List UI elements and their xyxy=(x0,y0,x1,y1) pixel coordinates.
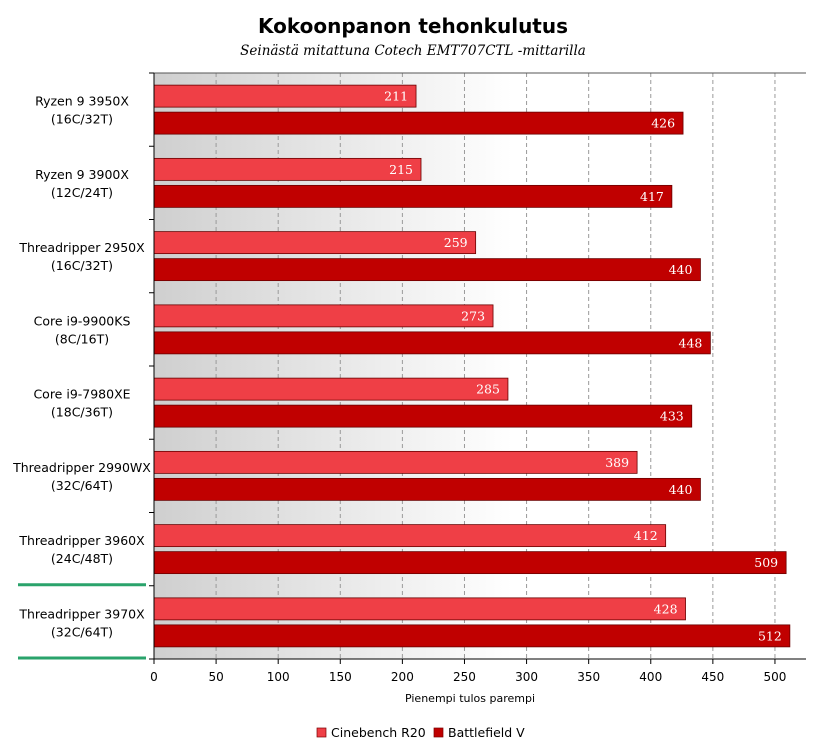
category-label-line: Ryzen 9 3950X xyxy=(35,94,129,109)
bar-battlefield-7 xyxy=(153,624,791,648)
category-label-line: Core i9-9900KS xyxy=(34,313,131,328)
bar-cinebench-2 xyxy=(153,231,477,255)
category-label-line: (32C/64T) xyxy=(51,624,113,639)
bar-battlefield-6 xyxy=(153,551,787,575)
x-tick-label-500: 500 xyxy=(763,670,786,684)
category-label-line: Threadripper 2990WX xyxy=(12,460,151,475)
category-label-line: (12C/24T) xyxy=(51,185,113,200)
bar-value-label: 440 xyxy=(669,262,693,277)
bar-value-label: 440 xyxy=(669,482,693,497)
category-label-line: Core i9-7980XE xyxy=(33,387,130,402)
category-label-line: (8C/16T) xyxy=(55,331,109,346)
bar-cinebench-3 xyxy=(153,304,494,328)
bar-value-label: 509 xyxy=(754,555,778,570)
category-label-line: (24C/48T) xyxy=(51,551,113,566)
bar-value-label: 215 xyxy=(389,162,413,177)
bar-value-label: 211 xyxy=(384,89,408,104)
legend: Cinebench R20 Battlefield V xyxy=(316,725,525,740)
category-label-line: Ryzen 9 3900X xyxy=(35,167,129,182)
bar-value-label: 417 xyxy=(640,189,664,204)
bar-cinebench-5 xyxy=(153,450,638,474)
x-tick-label-150: 150 xyxy=(329,670,352,684)
bar-battlefield-2 xyxy=(153,258,701,282)
bar-value-label: 426 xyxy=(651,116,675,131)
legend-swatch-cinebench xyxy=(316,727,327,738)
bar-battlefield-3 xyxy=(153,331,711,355)
axes: 0 50 100 150 200 250 300 350 400 450 500 xyxy=(149,72,806,684)
x-axis-label: Pienempi tulos parempi xyxy=(405,692,535,705)
chart-title: Kokoonpanon tehonkulutus xyxy=(258,14,568,38)
legend-label-cinebench: Cinebench R20 xyxy=(331,725,426,740)
bar-value-label: 412 xyxy=(634,528,658,543)
category-label-line: (18C/36T) xyxy=(51,405,113,420)
category-label-line: Threadripper 3970X xyxy=(18,606,145,621)
bar-value-label: 259 xyxy=(444,235,468,250)
legend-swatch-battlefield xyxy=(433,727,444,738)
x-tick-label-300: 300 xyxy=(515,670,538,684)
category-label-line: (16C/32T) xyxy=(51,112,113,127)
x-tick-label-200: 200 xyxy=(391,670,414,684)
category-label-line: Threadripper 2950X xyxy=(18,240,145,255)
category-label-line: (32C/64T) xyxy=(51,478,113,493)
bar-battlefield-5 xyxy=(153,477,701,501)
bar-value-label: 285 xyxy=(476,382,500,397)
x-tick-label-400: 400 xyxy=(639,670,662,684)
x-tick-label-350: 350 xyxy=(577,670,600,684)
category-labels: Ryzen 9 3950X (16C/32T) Ryzen 9 3900X (12C/… xyxy=(12,94,151,660)
bar-battlefield-4 xyxy=(153,404,693,428)
bars: 211 426 215 417 259 440 273 448 285 433 389 440 412 5… xyxy=(153,84,791,648)
bar-value-label: 433 xyxy=(660,409,684,424)
x-tick-label-0: 0 xyxy=(150,670,158,684)
legend-label-battlefield: Battlefield V xyxy=(448,725,525,740)
bar-battlefield-1 xyxy=(153,184,673,208)
bar-value-label: 448 xyxy=(679,335,703,350)
bar-cinebench-7 xyxy=(153,597,686,621)
x-tick-label-50: 50 xyxy=(208,670,223,684)
bar-cinebench-4 xyxy=(153,377,509,401)
bar-cinebench-1 xyxy=(153,157,422,181)
bar-battlefield-0 xyxy=(153,111,684,135)
x-tick-label-250: 250 xyxy=(453,670,476,684)
x-tick-label-450: 450 xyxy=(701,670,724,684)
bar-cinebench-0 xyxy=(153,84,417,108)
bar-cinebench-6 xyxy=(153,524,667,548)
bar-value-label: 389 xyxy=(605,455,629,470)
bar-value-label: 428 xyxy=(654,601,678,616)
bar-value-label: 512 xyxy=(758,628,782,643)
x-tick-label-100: 100 xyxy=(267,670,290,684)
category-label-line: (16C/32T) xyxy=(51,258,113,273)
category-label-line: Threadripper 3960X xyxy=(18,533,145,548)
chart-subtitle: Seinästä mitattuna Cotech EMT707CTL -mit… xyxy=(240,43,586,59)
bar-value-label: 273 xyxy=(461,308,485,323)
